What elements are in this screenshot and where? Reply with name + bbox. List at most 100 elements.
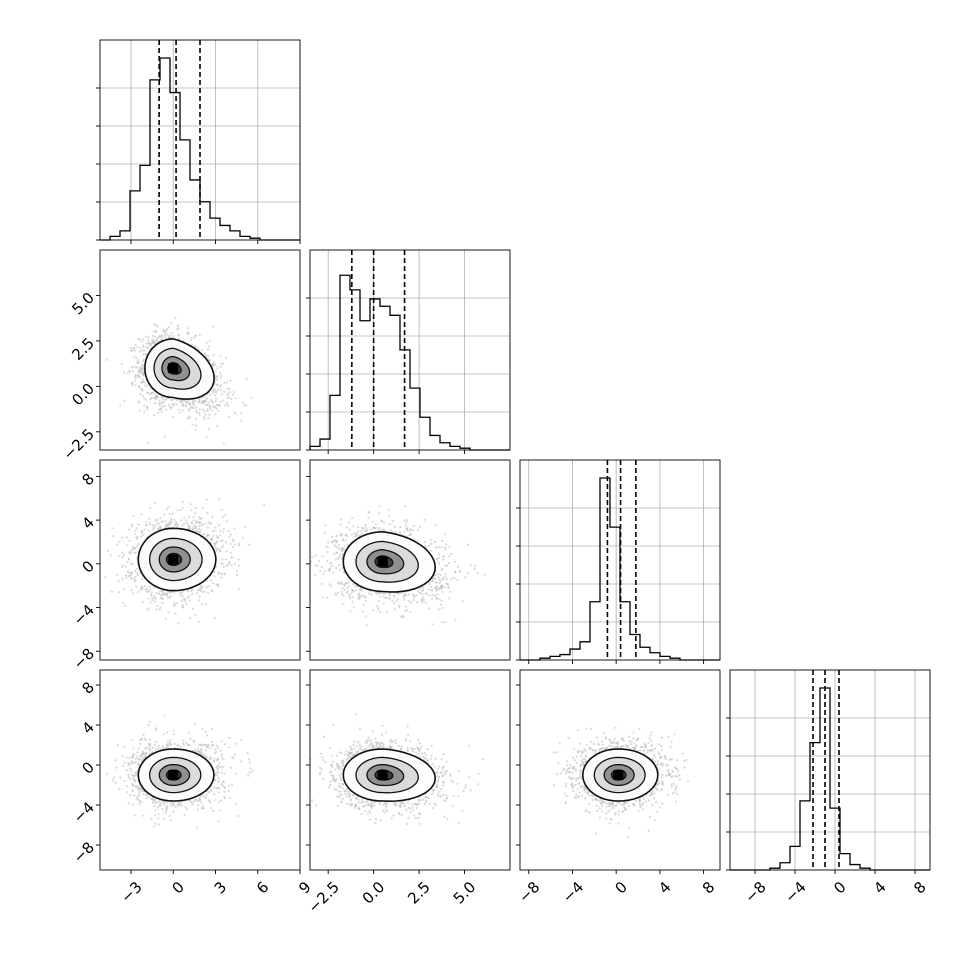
scatter-point: [229, 551, 232, 555]
scatter-point: [181, 506, 184, 510]
scatter-point: [132, 365, 135, 368]
scatter-point: [388, 515, 391, 518]
scatter-point: [314, 554, 317, 557]
scatter-point: [403, 519, 406, 522]
scatter-point: [158, 408, 162, 411]
scatter-point: [207, 427, 210, 430]
scatter-point: [131, 523, 134, 526]
scatter-point: [213, 575, 216, 578]
scatter-point: [208, 413, 211, 416]
scatter-point: [143, 410, 146, 413]
scatter-point: [202, 533, 205, 536]
scatter-point: [168, 334, 171, 337]
scatter-point: [216, 383, 219, 386]
scatter-point: [162, 330, 165, 333]
scatter-point: [153, 340, 157, 343]
scatter-point: [133, 379, 136, 382]
panel-frame: [99, 249, 301, 451]
scatter-point: [138, 375, 141, 379]
scatter-point: [388, 592, 391, 596]
scatter-point: [201, 408, 205, 411]
scatter-point: [183, 522, 186, 525]
scatter-point: [139, 347, 142, 350]
scatter-point: [160, 410, 163, 413]
scatter-point: [163, 513, 166, 516]
scatter-point: [131, 370, 135, 373]
scatter-point: [406, 529, 409, 532]
scatter-point: [345, 526, 348, 529]
scatter-point: [151, 338, 154, 342]
scatter-point: [204, 603, 207, 606]
scatter-point: [228, 396, 231, 399]
scatter-point: [357, 535, 361, 538]
scatter-point: [151, 524, 154, 527]
scatter-point: [185, 602, 188, 605]
scatter-point: [206, 408, 209, 411]
scatter-point: [195, 520, 198, 523]
scatter-point: [444, 533, 447, 536]
scatter-point: [430, 538, 433, 542]
scatter-point: [192, 516, 195, 519]
scatter-point: [392, 519, 395, 523]
scatter-point: [203, 415, 206, 418]
scatter-point: [378, 511, 381, 514]
scatter-point: [370, 593, 373, 596]
scatter-point: [163, 333, 166, 337]
scatter-point: [336, 546, 339, 550]
scatter-point: [137, 386, 140, 389]
scatter-point: [329, 567, 332, 570]
scatter-point: [151, 596, 154, 600]
scatter-point: [122, 564, 125, 567]
scatter-point: [194, 506, 197, 510]
scatter-point: [206, 403, 209, 407]
scatter-point: [421, 589, 425, 592]
scatter-point: [225, 401, 229, 405]
scatter-point: [416, 589, 420, 592]
scatter-point: [141, 394, 145, 398]
scatter-point: [160, 402, 163, 405]
scatter-point: [149, 387, 152, 390]
scatter-point: [194, 424, 197, 427]
scatter-point: [210, 409, 213, 412]
scatter-point: [408, 529, 412, 532]
scatter-point: [230, 556, 233, 560]
scatter-point: [334, 558, 337, 561]
scatter-point: [211, 405, 214, 408]
scatter-point: [135, 585, 138, 589]
scatter-point: [190, 336, 193, 340]
scatter-point: [219, 377, 222, 380]
scatter-point: [219, 365, 222, 368]
scatter-point: [215, 403, 219, 407]
scatter-point: [174, 523, 177, 526]
scatter-point: [140, 577, 143, 580]
scatter-point: [156, 325, 160, 328]
scatter-point: [142, 367, 145, 370]
scatter-point: [206, 357, 210, 360]
scatter-point: [204, 354, 208, 357]
scatter-point: [411, 593, 414, 596]
scatter-area: [105, 317, 253, 445]
scatter-point: [140, 587, 144, 590]
scatter-point: [226, 393, 230, 396]
scatter-point: [147, 529, 150, 532]
panel-frame: [99, 459, 301, 661]
scatter-point: [137, 401, 140, 404]
scatter-point: [119, 404, 122, 407]
scatter-point: [311, 556, 314, 559]
scatter-point: [197, 528, 200, 531]
scatter-point: [201, 585, 204, 588]
scatter-point: [145, 406, 149, 409]
scatter-point: [340, 549, 344, 552]
scatter-point: [224, 558, 228, 561]
scatter-point: [137, 590, 140, 593]
scatter-point: [141, 600, 145, 603]
scatter-point: [133, 347, 136, 350]
scatter-point: [345, 543, 349, 546]
scatter-point: [215, 397, 218, 400]
panel-bg: [100, 250, 300, 450]
scatter-point: [192, 406, 195, 410]
scatter-point: [320, 582, 324, 586]
scatter-point: [172, 604, 175, 607]
scatter-point: [147, 336, 150, 339]
scatter-point: [405, 518, 409, 522]
